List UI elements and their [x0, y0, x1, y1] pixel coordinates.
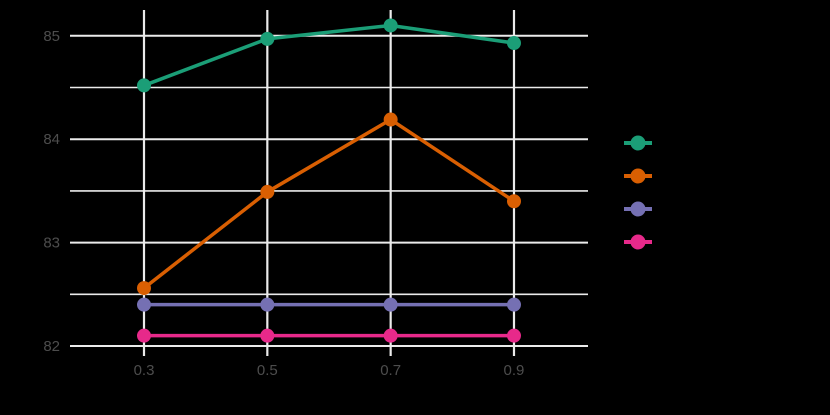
data-point	[260, 31, 275, 46]
data-point	[137, 78, 151, 93]
x-tick-label: 0.3	[134, 362, 155, 379]
legend-key-dot	[630, 135, 646, 151]
y-axis-ticks: 82 83 84 85	[43, 28, 60, 355]
data-point	[383, 297, 398, 312]
y-tick-label: 83	[43, 235, 60, 252]
x-axis-ticks: 0.3 0.5 0.7 0.9	[134, 362, 525, 379]
series-line	[137, 297, 521, 312]
data-point	[260, 297, 275, 312]
legend-key-dot	[630, 234, 646, 250]
data-point	[506, 297, 521, 312]
data-point	[383, 112, 398, 127]
y-tick-label: 85	[43, 28, 60, 45]
legend-item	[624, 168, 652, 184]
data-point	[383, 328, 398, 343]
data-series	[137, 18, 521, 343]
data-point	[260, 328, 275, 343]
series-path	[142, 117, 515, 290]
legend	[624, 135, 652, 250]
x-tick-label: 0.9	[504, 362, 525, 379]
series-path	[143, 23, 515, 88]
legend-item	[624, 234, 652, 250]
legend-item	[624, 201, 652, 217]
data-point	[383, 18, 398, 33]
data-point	[137, 297, 151, 312]
series-line	[137, 18, 521, 93]
data-point	[506, 194, 521, 209]
legend-key-dot	[630, 201, 646, 217]
data-point	[137, 281, 151, 296]
x-tick-label: 0.7	[380, 362, 401, 379]
data-point	[506, 36, 521, 51]
data-point	[506, 328, 521, 343]
y-tick-label: 84	[43, 131, 60, 148]
y-tick-label: 82	[43, 338, 60, 355]
series-line	[137, 112, 521, 296]
series-line	[137, 328, 521, 343]
legend-item	[624, 135, 652, 151]
legend-key-dot	[630, 168, 646, 184]
x-tick-label: 0.5	[257, 362, 278, 379]
data-point	[137, 328, 151, 343]
data-point	[260, 184, 275, 199]
